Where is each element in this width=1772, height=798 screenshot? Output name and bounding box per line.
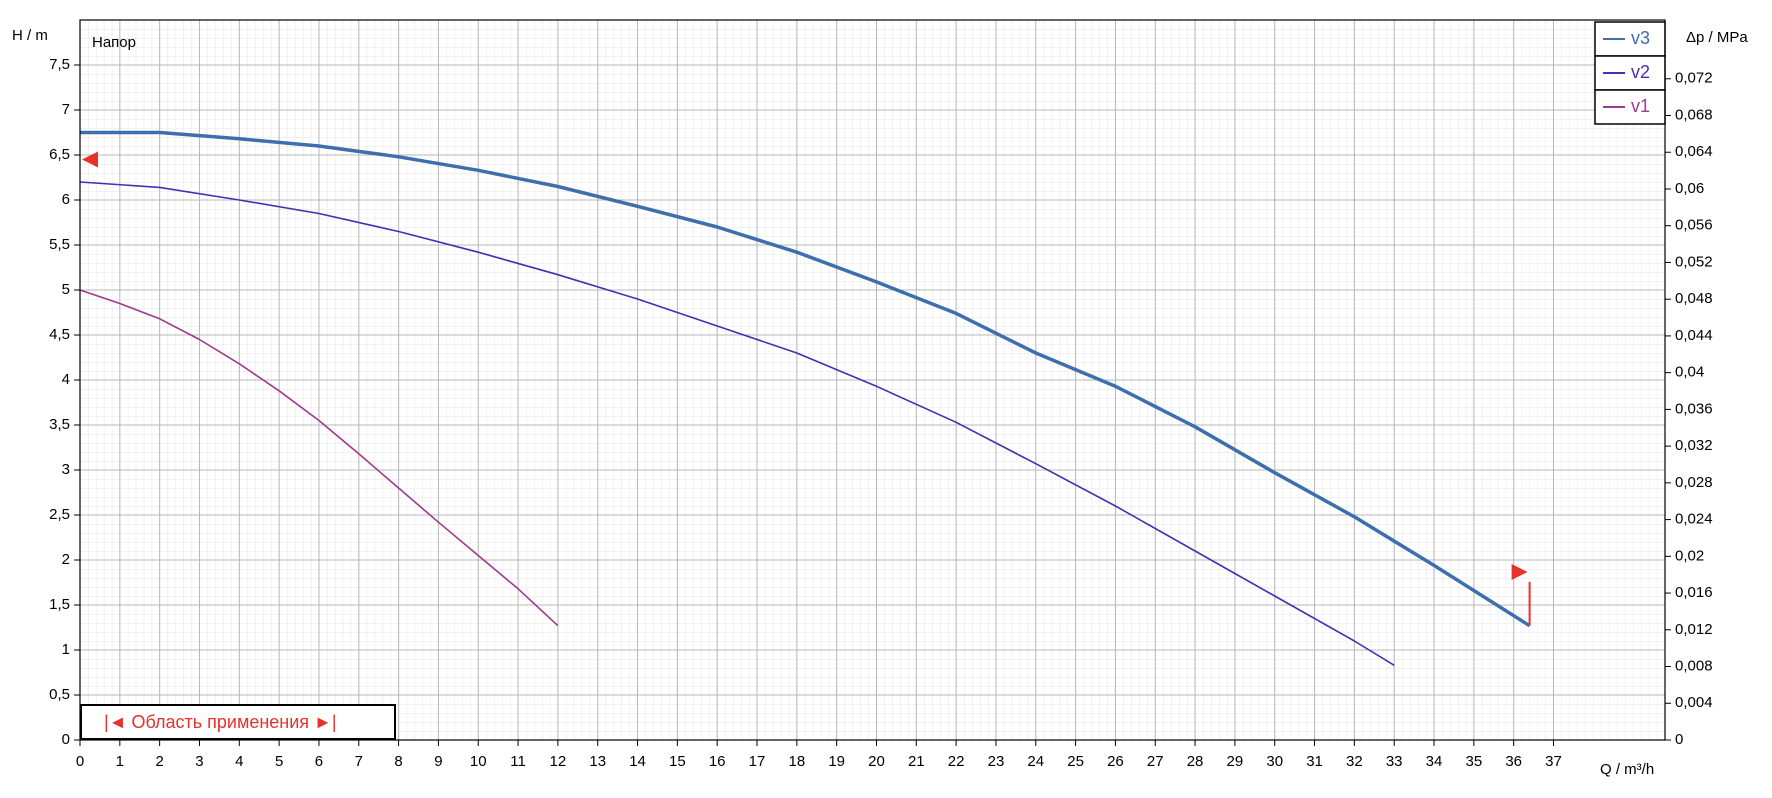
y-tick-label: 4,5 bbox=[49, 326, 70, 343]
series-line bbox=[79, 181, 1395, 666]
y2-tick-label: 0,024 bbox=[1675, 511, 1713, 528]
x-tick-label: 25 bbox=[1067, 753, 1084, 770]
x-tick-label: 3 bbox=[195, 753, 203, 770]
x-tick-label: 13 bbox=[589, 753, 606, 770]
x-tick-label: 26 bbox=[1107, 753, 1124, 770]
annotation: Напор bbox=[92, 34, 136, 51]
x-tick-label: 9 bbox=[434, 753, 442, 770]
series-line bbox=[79, 289, 559, 627]
y-tick-label: 3,5 bbox=[49, 416, 70, 433]
y-tick-label: 7,5 bbox=[49, 56, 70, 73]
lines bbox=[79, 130, 1531, 666]
legend-label: v2 bbox=[1631, 62, 1650, 82]
range-marker bbox=[1511, 564, 1528, 580]
x-tick-label: 11 bbox=[510, 753, 526, 770]
x-tick-label: 18 bbox=[788, 753, 805, 770]
x-tick-label: 15 bbox=[669, 753, 686, 770]
x-tick-label: 1 bbox=[116, 753, 124, 770]
x-tick-label: 33 bbox=[1386, 753, 1403, 770]
y2-tick-label: 0,068 bbox=[1675, 106, 1713, 123]
x-tick-label: 30 bbox=[1266, 753, 1283, 770]
x-tick-label: 6 bbox=[315, 753, 323, 770]
y-tick-label: 6,5 bbox=[49, 146, 70, 163]
x-tick-label: 7 bbox=[355, 753, 363, 770]
x-tick-label: 27 bbox=[1147, 753, 1164, 770]
y2-tick-label: 0,008 bbox=[1675, 657, 1713, 674]
y-tick-label: 1,5 bbox=[49, 596, 70, 613]
y2-tick-label: 0,056 bbox=[1675, 217, 1713, 234]
y-tick-label: 6 bbox=[62, 191, 70, 208]
y2-tick-label: 0,016 bbox=[1675, 584, 1713, 601]
y2-tick-label: 0,052 bbox=[1675, 253, 1713, 270]
x-tick-label: 17 bbox=[749, 753, 766, 770]
y-tick-label: 7 bbox=[62, 101, 70, 118]
y-tick-label: 3 bbox=[62, 461, 70, 478]
y-tick-label: 2,5 bbox=[49, 506, 70, 523]
x-tick-label: 12 bbox=[550, 753, 567, 770]
x-tick-label: 31 bbox=[1306, 753, 1323, 770]
y2-tick-label: 0,02 bbox=[1675, 547, 1704, 564]
y-tick-label: 0,5 bbox=[49, 686, 70, 703]
x-tick-label: 21 bbox=[908, 753, 925, 770]
y-axis-label: H / m bbox=[12, 27, 48, 44]
x-tick-label: 37 bbox=[1545, 753, 1562, 770]
y2-tick-label: 0,06 bbox=[1675, 180, 1704, 197]
x-tick-label: 23 bbox=[988, 753, 1005, 770]
x-tick-label: 16 bbox=[709, 753, 726, 770]
y-tick-label: 5 bbox=[62, 281, 70, 298]
y2-tick-label: 0,04 bbox=[1675, 364, 1704, 381]
legend-label: v1 bbox=[1631, 96, 1650, 116]
x-tick-label: 22 bbox=[948, 753, 965, 770]
y2-tick-label: 0,072 bbox=[1675, 70, 1713, 87]
y-tick-label: 1 bbox=[62, 641, 70, 658]
y2-tick-label: 0,004 bbox=[1675, 694, 1713, 711]
y2-tick-label: 0,064 bbox=[1675, 143, 1713, 160]
range-marker bbox=[82, 151, 98, 168]
range-box bbox=[80, 704, 396, 740]
y-tick-label: 2 bbox=[62, 551, 70, 568]
x-tick-label: 28 bbox=[1187, 753, 1204, 770]
x-tick-label: 29 bbox=[1227, 753, 1244, 770]
legend: v3 v2 v1 bbox=[1594, 21, 1666, 125]
y2-tick-label: 0 bbox=[1675, 731, 1683, 748]
x-tick-label: 19 bbox=[828, 753, 845, 770]
y2-tick-label: 0,036 bbox=[1675, 400, 1713, 417]
x-tick-label: 20 bbox=[868, 753, 885, 770]
y2-tick-label: 0,044 bbox=[1675, 327, 1713, 344]
x-tick-label: 34 bbox=[1426, 753, 1443, 770]
y2-tick-label: 0,048 bbox=[1675, 290, 1713, 307]
x-tick-label: 8 bbox=[394, 753, 402, 770]
y2-axis-label: Δp / MPa bbox=[1686, 29, 1748, 46]
x-tick-label: 35 bbox=[1466, 753, 1483, 770]
y-tick-label: 0 bbox=[62, 731, 70, 748]
y-tick-label: 5,5 bbox=[49, 236, 70, 253]
legend-label: v3 bbox=[1631, 28, 1650, 48]
y-tick-label: 4 bbox=[62, 371, 70, 388]
x-tick-label: 32 bbox=[1346, 753, 1363, 770]
y2-tick-label: 0,032 bbox=[1675, 437, 1713, 454]
x-tick-label: 4 bbox=[235, 753, 243, 770]
x-tick-label: 36 bbox=[1505, 753, 1522, 770]
y2-tick-label: 0,012 bbox=[1675, 621, 1713, 638]
annotation: |◄ Область применения ►| bbox=[104, 712, 337, 732]
grid bbox=[79, 20, 1665, 741]
x-tick-label: 24 bbox=[1027, 753, 1044, 770]
x-axis-label: Q / m³/h bbox=[1600, 761, 1654, 778]
y2-tick-label: 0,028 bbox=[1675, 474, 1713, 491]
x-tick-label: 0 bbox=[76, 753, 84, 770]
x-tick-label: 14 bbox=[629, 753, 646, 770]
x-tick-label: 10 bbox=[470, 753, 487, 770]
series-line bbox=[80, 130, 1531, 628]
x-tick-label: 2 bbox=[155, 753, 163, 770]
x-tick-label: 5 bbox=[275, 753, 283, 770]
